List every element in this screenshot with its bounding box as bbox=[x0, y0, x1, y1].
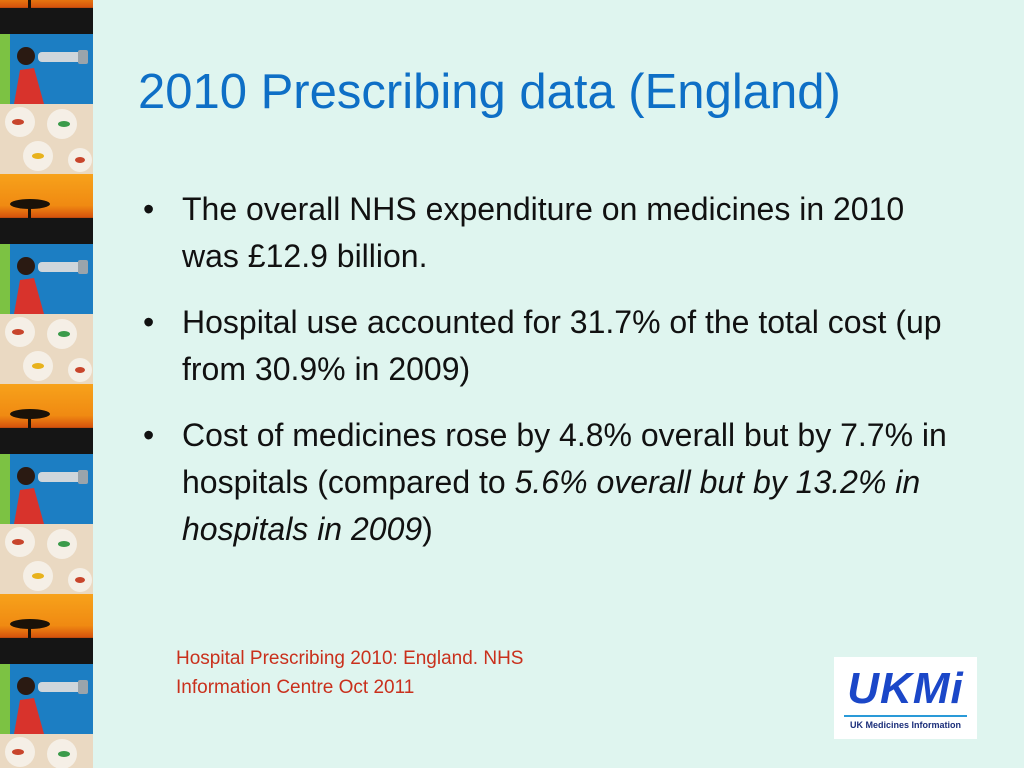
bullet-text: Hospital use accounted for 31.7% of the … bbox=[182, 304, 942, 387]
person-telescope-image bbox=[0, 664, 93, 734]
decorative-image-strip bbox=[0, 0, 93, 768]
source-line: Information Centre Oct 2011 bbox=[176, 677, 415, 698]
bullet-text: The overall NHS expenditure on medicines… bbox=[182, 191, 905, 274]
bullet-marker: • bbox=[143, 417, 155, 453]
bullet-text-tail: ) bbox=[422, 511, 433, 547]
slide-title: 2010 Prescribing data (England) bbox=[138, 65, 841, 119]
logo-wordmark: UKMi bbox=[847, 664, 964, 713]
person-telescope-image bbox=[0, 244, 93, 314]
bullet-item: • Cost of medicines rose by 4.8% overall… bbox=[140, 412, 960, 553]
bullet-italic-text: 5.6% overall but by 13.2% in hospitals i… bbox=[182, 464, 921, 547]
pills-image bbox=[0, 314, 93, 384]
source-citation: Hospital Prescribing 2010: England. NHS … bbox=[176, 644, 523, 702]
bullet-list: • The overall NHS expenditure on medicin… bbox=[140, 186, 960, 572]
logo-divider bbox=[844, 715, 967, 717]
pills-image bbox=[0, 524, 93, 594]
sunset-tree-image bbox=[0, 384, 93, 454]
bullet-marker: • bbox=[143, 191, 155, 227]
logo-caption: UK Medicines Information bbox=[849, 720, 961, 730]
bullet-item: • The overall NHS expenditure on medicin… bbox=[140, 186, 960, 280]
bullet-marker: • bbox=[143, 304, 155, 340]
ukmi-logo: UKMi UK Medicines Information bbox=[834, 657, 977, 739]
bullet-item: • Hospital use accounted for 31.7% of th… bbox=[140, 299, 960, 393]
person-telescope-image bbox=[0, 34, 93, 104]
bullet-text: Cost of medicines rose by 4.8% overall b… bbox=[182, 417, 947, 500]
sunset-tree-image bbox=[0, 0, 93, 34]
person-telescope-image bbox=[0, 454, 93, 524]
pills-image bbox=[0, 104, 93, 174]
pills-image bbox=[0, 734, 93, 768]
source-line: Hospital Prescribing 2010: England. NHS bbox=[176, 648, 524, 669]
sunset-tree-image bbox=[0, 174, 93, 244]
sunset-tree-image bbox=[0, 594, 93, 664]
